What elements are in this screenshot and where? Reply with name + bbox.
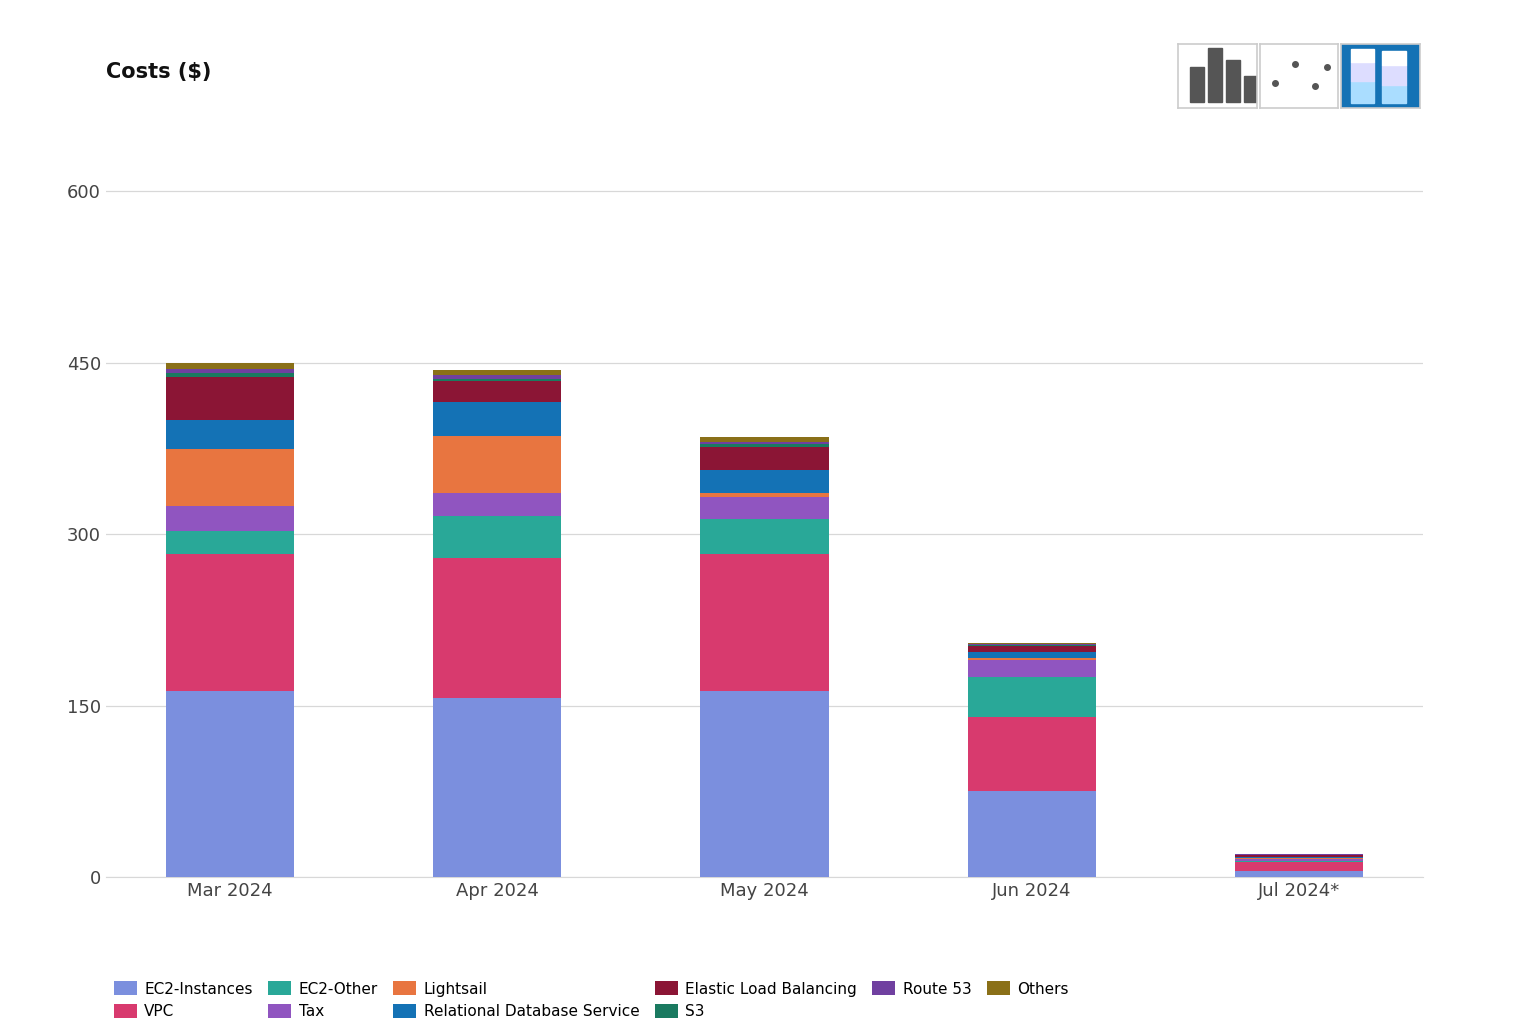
Bar [701,471,828,493]
Bar [1235,858,1363,859]
Bar [701,690,828,877]
Bar [1235,863,1363,871]
Bar [967,643,1096,644]
Bar [433,369,562,376]
Bar [167,377,294,420]
Bar [701,442,828,444]
Bar [967,677,1096,717]
Bar [1235,857,1363,858]
Bar [967,645,1096,646]
Bar [967,644,1096,645]
Bar [701,448,828,471]
Bar [1208,47,1222,102]
Bar [167,449,294,506]
Bar [1350,62,1375,80]
Bar [433,698,562,877]
Bar [167,368,294,374]
Bar [433,436,562,493]
Bar [433,493,562,516]
Bar [1235,871,1363,877]
Bar [1382,65,1407,86]
Bar [967,792,1096,877]
Bar [167,420,294,449]
Bar [433,381,562,401]
Bar [701,554,828,690]
Bar [167,554,294,690]
Bar [967,646,1096,652]
Bar [167,530,294,554]
Bar [967,717,1096,792]
Legend: EC2-Instances, VPC, EC2-Other, Tax, Lightsail, Relational Database Service, Elas: EC2-Instances, VPC, EC2-Other, Tax, Ligh… [114,981,1069,1020]
Bar [1235,859,1363,861]
Bar [1235,861,1363,863]
Bar [701,444,828,448]
Bar [967,657,1096,660]
Bar [433,558,562,698]
Bar [701,496,828,519]
Bar [433,401,562,436]
Text: Costs ($): Costs ($) [106,62,212,82]
Bar [433,516,562,558]
Bar [701,519,828,554]
Bar [701,493,828,496]
Bar [967,660,1096,677]
Bar [433,376,562,379]
Bar [1382,86,1407,103]
Bar [167,363,294,368]
Bar [1235,856,1363,857]
Bar [167,690,294,877]
Bar [1350,49,1375,62]
Bar [1190,67,1204,102]
Bar [167,374,294,377]
Bar [433,379,562,381]
Bar [167,506,294,530]
Bar [1245,76,1258,102]
Bar [967,652,1096,657]
Bar [1382,51,1407,65]
Bar [1350,80,1375,103]
Bar [1226,60,1240,102]
Bar [701,438,828,442]
